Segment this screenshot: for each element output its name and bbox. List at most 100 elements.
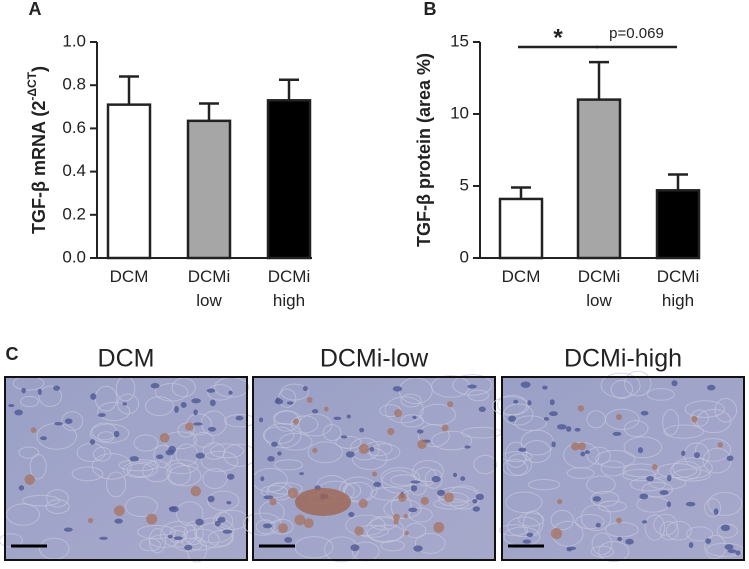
cell <box>365 517 405 544</box>
nucleus <box>40 436 48 441</box>
nucleus <box>54 422 64 426</box>
panel-label: A <box>29 0 42 19</box>
nucleus <box>639 493 649 500</box>
stain <box>303 518 314 529</box>
nucleus <box>460 476 466 481</box>
cell <box>153 444 173 469</box>
cell <box>590 490 620 507</box>
x-tick-label-line: high <box>273 291 305 310</box>
cell <box>307 441 343 464</box>
cell <box>139 538 161 552</box>
cell <box>641 481 673 498</box>
cell <box>21 494 61 507</box>
nucleus <box>346 414 351 419</box>
cell <box>273 459 304 471</box>
nucleus <box>557 424 567 430</box>
nucleus <box>299 472 304 476</box>
nucleus <box>195 452 205 459</box>
nucleus <box>114 518 123 524</box>
nucleus <box>217 516 226 523</box>
nucleus <box>727 549 737 554</box>
x-tick-label-line: DCMi <box>188 267 231 286</box>
nucleus <box>565 426 572 432</box>
x-tick-label: DCMi high <box>268 267 311 310</box>
stain <box>433 522 445 533</box>
cell <box>278 432 313 451</box>
stain <box>420 496 429 505</box>
cell <box>507 516 541 538</box>
x-tick-label-line: DCM <box>110 267 149 286</box>
nucleus <box>437 489 446 496</box>
cell <box>665 520 692 541</box>
nucleus <box>369 446 375 452</box>
cell <box>160 520 198 548</box>
stain <box>577 442 586 451</box>
nucleus <box>688 542 694 549</box>
x-tick-label-line: DCMi <box>578 267 621 286</box>
x-tick-label-line: DCMi <box>268 267 311 286</box>
panel-label: B <box>424 0 437 19</box>
y-axis-label-part: TGF-β mRNA (2 <box>29 101 49 234</box>
nucleus <box>410 485 418 492</box>
stain <box>394 409 403 418</box>
cell <box>400 393 422 408</box>
panel-label: C <box>6 344 19 364</box>
cell <box>644 514 666 541</box>
nucleus <box>168 506 177 511</box>
cell <box>105 471 127 498</box>
nucleus <box>584 450 590 455</box>
stain <box>294 514 306 526</box>
cell <box>46 489 69 508</box>
nucleus <box>617 536 623 542</box>
cell <box>207 530 234 547</box>
nucleus <box>735 550 741 556</box>
stain <box>185 422 194 431</box>
nucleus <box>542 385 548 390</box>
cell <box>125 495 158 517</box>
cell <box>659 520 679 541</box>
cell <box>622 468 657 482</box>
y-axis-label: TGF-β mRNA (2-ΔCT) <box>25 66 49 234</box>
cell <box>623 420 649 437</box>
cell <box>215 509 249 531</box>
cell <box>610 379 634 399</box>
nucleus <box>637 447 644 454</box>
stain <box>397 493 407 502</box>
stain <box>447 401 454 408</box>
y-axis-label-part: -ΔCT <box>25 71 39 100</box>
stain <box>293 418 299 425</box>
nucleus <box>551 441 556 448</box>
nucleus <box>522 539 532 544</box>
nucleus <box>350 544 360 552</box>
cell <box>586 446 611 465</box>
cell <box>193 517 235 544</box>
cell <box>505 491 543 514</box>
stain <box>717 442 723 448</box>
stain <box>404 530 409 536</box>
nucleus <box>713 508 719 515</box>
cell <box>176 501 204 526</box>
nucleus <box>207 426 217 432</box>
stain <box>571 442 580 451</box>
nucleus <box>271 441 278 447</box>
cell <box>91 452 132 480</box>
cell <box>499 524 529 537</box>
stain <box>616 517 622 524</box>
annotation: * <box>553 24 563 51</box>
nucleus <box>180 401 187 408</box>
stain <box>114 505 125 517</box>
y-axis-label-part: TGF-β protein (area %) <box>414 53 434 247</box>
nucleus <box>359 427 365 433</box>
cell <box>6 503 40 526</box>
nucleus <box>286 401 294 405</box>
cell <box>61 411 84 432</box>
nucleus <box>277 451 282 456</box>
cell <box>97 431 115 443</box>
cell <box>695 438 732 462</box>
nucleus <box>129 456 139 462</box>
cell <box>380 467 420 488</box>
stain <box>146 513 158 525</box>
nucleus <box>666 501 672 508</box>
stain <box>615 414 623 421</box>
cell <box>518 512 545 527</box>
